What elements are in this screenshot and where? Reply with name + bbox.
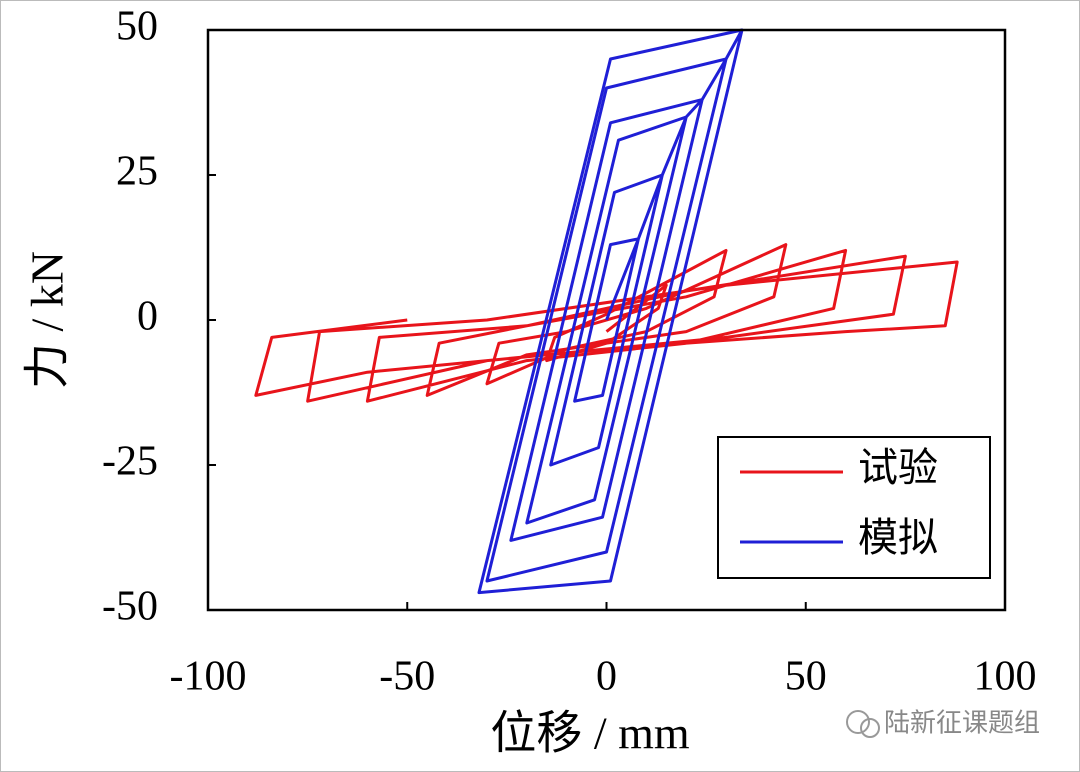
x-tick-label: -100 <box>170 654 247 700</box>
x-tick-label: 100 <box>974 654 1037 700</box>
y-axis-label: 力 / kN <box>22 251 73 389</box>
series-line <box>254 243 959 403</box>
watermark: 陆新征课题组 <box>846 709 1040 739</box>
y-tick-label: 0 <box>137 294 158 340</box>
x-axis-label: 位移 / mm <box>490 708 690 759</box>
watermark-icon <box>846 710 870 734</box>
x-tick-label: -50 <box>379 654 435 700</box>
y-tick-label: -50 <box>102 584 158 630</box>
legend-box <box>717 436 991 579</box>
y-tick-label: -25 <box>102 439 158 485</box>
y-tick-label: 25 <box>116 149 158 195</box>
y-tick-label: 50 <box>116 4 158 50</box>
series-line <box>477 28 744 595</box>
legend-text: 模拟 <box>858 515 938 560</box>
watermark-icon <box>860 718 880 738</box>
watermark-text: 陆新征课题组 <box>884 709 1040 739</box>
plot-frame <box>206 28 1007 612</box>
x-tick-label: 0 <box>596 654 617 700</box>
x-tick-label: 50 <box>785 654 827 700</box>
legend-text: 试验 <box>858 445 938 490</box>
